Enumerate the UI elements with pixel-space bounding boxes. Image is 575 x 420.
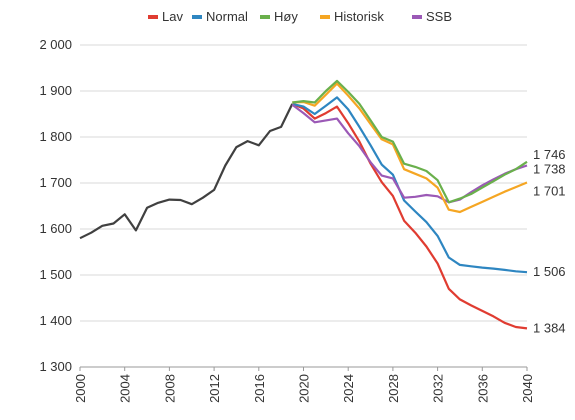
legend-label-ssb: SSB	[426, 9, 452, 24]
x-axis-ticks: 2000 2004 2008 2012 2016 2020 2024 2028 2032 2036…	[73, 367, 535, 403]
y-tick-label: 1 600	[39, 221, 72, 236]
series-line-ssb	[291, 103, 528, 204]
legend: Lav Normal Høy Historisk SSB	[148, 9, 452, 24]
y-tick-label: 2 000	[39, 37, 72, 52]
x-tick-label: 2020	[297, 374, 312, 403]
y-tick-label: 1 700	[39, 175, 72, 190]
legend-swatch-lav	[148, 15, 158, 19]
x-tick-label: 2028	[386, 374, 401, 403]
series-line-historisk	[292, 82, 528, 214]
legend-swatch-høy	[260, 15, 270, 19]
legend-swatch-normal	[192, 15, 202, 19]
series-lines	[79, 79, 528, 330]
end-label-normal: 1 506	[533, 264, 566, 279]
series-line-høy	[292, 79, 528, 204]
x-tick-label: 2036	[475, 374, 490, 403]
x-tick-label: 2024	[341, 374, 356, 403]
x-tick-label: 2032	[431, 374, 446, 403]
x-tick-label: 2000	[73, 374, 88, 403]
x-tick-label: 2012	[207, 374, 222, 403]
end-label-ssb: 1 738	[533, 162, 566, 177]
end-label-lav: 1 384	[533, 320, 566, 335]
series-line-normal	[292, 96, 528, 274]
y-tick-label: 1 300	[39, 359, 72, 374]
y-tick-label: 1 900	[39, 83, 72, 98]
end-label-høy: 1 746	[533, 147, 566, 162]
x-tick-label: 2040	[520, 374, 535, 403]
y-tick-label: 1 500	[39, 267, 72, 282]
x-tick-label: 2004	[118, 374, 133, 403]
end-label-historisk: 1 701	[533, 184, 566, 199]
x-tick-label: 2008	[162, 374, 177, 403]
legend-swatch-ssb	[412, 15, 422, 19]
series-line-lav	[291, 102, 528, 330]
y-tick-label: 1 800	[39, 129, 72, 144]
legend-swatch-historisk	[320, 15, 330, 19]
legend-label-normal: Normal	[206, 9, 248, 24]
legend-label-høy: Høy	[274, 9, 298, 24]
x-tick-label: 2016	[252, 374, 267, 403]
gridlines	[80, 44, 527, 322]
y-tick-label: 1 400	[39, 313, 72, 328]
y-axis-ticks: 1 300 1 400 1 500 1 600 1 700 1 800 1 900 2 000	[39, 37, 72, 374]
history-line	[79, 103, 294, 240]
end-labels: 1 384 1 506 1 746 1 701 1 738	[533, 147, 566, 336]
legend-label-lav: Lav	[162, 9, 183, 24]
legend-label-historisk: Historisk	[334, 9, 384, 24]
